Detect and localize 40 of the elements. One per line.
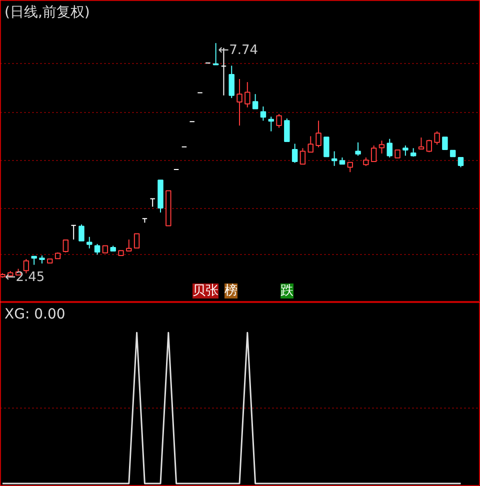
chart-title: XG: 0.00 xyxy=(4,306,66,322)
candlestick xyxy=(442,136,448,150)
annotation: ←2.45 xyxy=(4,270,45,286)
candlestick xyxy=(458,156,464,168)
candlestick xyxy=(244,82,250,108)
candlestick xyxy=(212,42,219,66)
candlestick xyxy=(150,198,156,208)
annotation: 贝张 xyxy=(192,284,218,298)
candlestick xyxy=(134,233,140,248)
candlestick xyxy=(355,142,361,156)
candlestick xyxy=(228,65,234,99)
candlestick xyxy=(62,239,69,253)
candlestick xyxy=(126,239,132,252)
candlestick xyxy=(78,224,84,242)
candlestick xyxy=(308,136,314,153)
candlestick xyxy=(370,145,377,162)
chart-title: (日线,前复权) xyxy=(4,4,90,20)
annotation: 榜 xyxy=(224,284,238,298)
candlestick xyxy=(347,162,353,173)
candlestick xyxy=(268,116,274,132)
candlestick xyxy=(434,130,440,146)
candlestick xyxy=(70,224,76,240)
candlestick xyxy=(386,138,393,158)
candlestick xyxy=(316,120,322,148)
candlestick xyxy=(94,243,100,256)
candlestick xyxy=(284,118,290,142)
candlestick xyxy=(260,106,266,122)
candlestick xyxy=(324,136,330,158)
candlestick xyxy=(426,139,432,153)
candlestick xyxy=(331,150,338,166)
annotation: 跌 xyxy=(280,284,294,298)
candlestick xyxy=(276,114,282,128)
candlestick xyxy=(252,94,258,110)
candlestick xyxy=(418,137,424,150)
candlestick xyxy=(300,148,306,165)
candlestick xyxy=(236,78,242,126)
candlestick xyxy=(86,236,92,249)
candlestick xyxy=(378,140,385,154)
candlestick xyxy=(402,145,408,156)
candlestick xyxy=(292,143,298,164)
